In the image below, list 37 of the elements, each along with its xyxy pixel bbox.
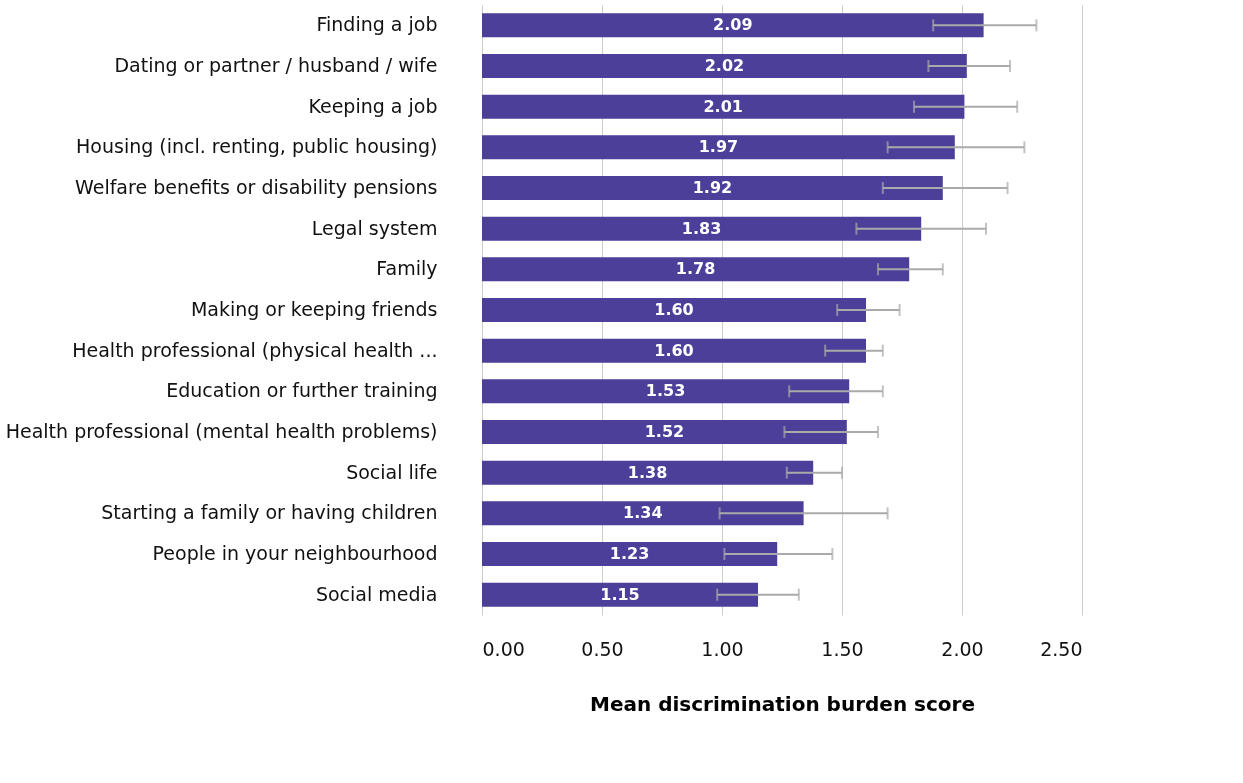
data-label: 1.83 — [681, 218, 722, 238]
data-label: 2.01 — [703, 96, 743, 116]
x-tick-label: 0.50 — [581, 637, 624, 660]
data-label: 1.38 — [627, 462, 668, 482]
y-tick-label: Legal system — [311, 216, 438, 239]
y-tick-label: Starting a family or having children — [101, 501, 438, 524]
x-tick-label: 1.50 — [821, 637, 864, 660]
data-label: 1.53 — [645, 381, 686, 401]
y-tick-label: Making or keeping friends — [190, 298, 438, 320]
x-tick-label: 2.50 — [1040, 637, 1083, 660]
y-tick-label: Dating or partner / husband / wife — [114, 54, 438, 76]
data-label: 2.02 — [704, 56, 745, 75]
y-tick-label: Finding a job — [316, 13, 438, 36]
y-tick-label: Social media — [315, 582, 438, 605]
data-label: 1.23 — [609, 544, 650, 563]
x-tick-label: 0.00 — [482, 637, 525, 660]
data-label: 1.34 — [623, 503, 663, 523]
x-axis-title: Mean discrimination burden score — [589, 691, 976, 716]
data-label: 1.92 — [692, 178, 733, 197]
y-tick-label: Education or further training — [166, 379, 438, 402]
y-tick-label: Housing (incl. renting, public housing) — [76, 135, 438, 158]
y-tick-label: Health professional (mental health problems) — [5, 420, 438, 442]
y-tick-label: Health professional (physical health ... — [72, 338, 438, 361]
data-label: 1.60 — [654, 300, 694, 319]
x-tick-label: 2.00 — [941, 637, 984, 660]
y-tick-label: Keeping a job — [308, 94, 438, 117]
data-label: 1.60 — [654, 340, 694, 360]
y-tick-label: Family — [376, 257, 438, 280]
x-tick-label: 1.00 — [701, 637, 744, 660]
data-label: 2.09 — [713, 15, 753, 35]
data-label: 1.15 — [600, 584, 640, 604]
y-tick-label: Welfare benefits or disability pensions — [75, 176, 438, 198]
data-label: 1.97 — [698, 137, 739, 157]
y-tick-label: People in your neighbourhood — [152, 542, 438, 564]
y-tick-label: Social life — [346, 460, 438, 483]
data-label: 1.78 — [675, 259, 716, 279]
data-label: 1.52 — [644, 422, 685, 441]
